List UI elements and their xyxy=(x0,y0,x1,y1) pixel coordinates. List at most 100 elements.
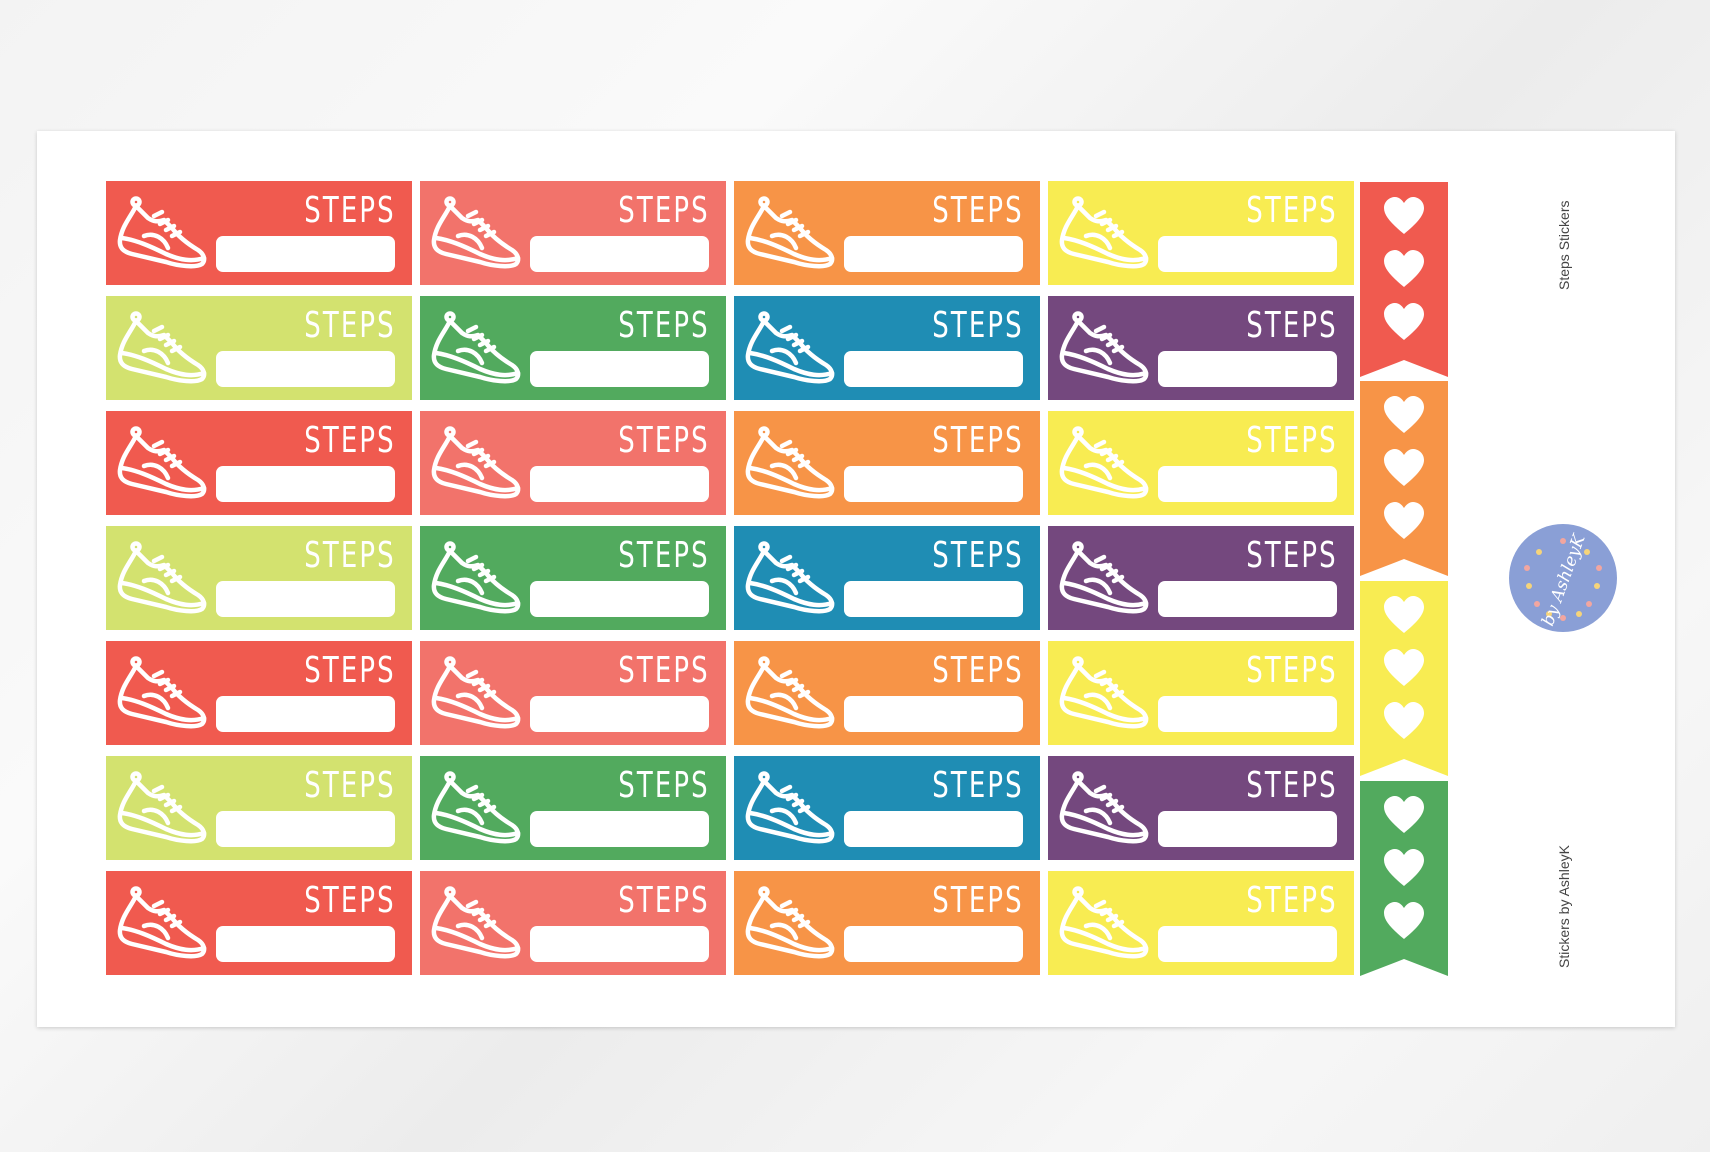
steps-sticker: STEPS xyxy=(106,756,412,860)
steps-write-in-box xyxy=(1158,811,1337,847)
steps-sticker: STEPS xyxy=(420,181,726,285)
sneaker-icon xyxy=(1059,771,1149,844)
steps-write-in-box xyxy=(216,581,395,617)
sticker-label: STEPS xyxy=(618,765,710,806)
steps-sticker: STEPS xyxy=(106,526,412,630)
sticker-label: STEPS xyxy=(304,650,396,691)
steps-sticker: STEPS xyxy=(734,526,1040,630)
sneaker-icon xyxy=(117,311,207,384)
steps-write-in-box xyxy=(530,696,709,732)
steps-sticker: STEPS xyxy=(1048,641,1354,745)
steps-write-in-box xyxy=(530,926,709,962)
sticker-label: STEPS xyxy=(304,420,396,461)
sneaker-icon xyxy=(117,886,207,959)
sticker-label: STEPS xyxy=(618,305,710,346)
steps-sticker: STEPS xyxy=(420,526,726,630)
steps-sticker: STEPS xyxy=(106,871,412,975)
steps-write-in-box xyxy=(530,581,709,617)
sticker-label: STEPS xyxy=(932,650,1024,691)
sticker-label: STEPS xyxy=(618,190,710,231)
sticker-label: STEPS xyxy=(304,880,396,921)
sticker-label: STEPS xyxy=(932,190,1024,231)
sticker-label: STEPS xyxy=(1246,765,1338,806)
sticker-label: STEPS xyxy=(1246,190,1338,231)
steps-write-in-box xyxy=(530,811,709,847)
sneaker-icon xyxy=(431,656,521,729)
sticker-label: STEPS xyxy=(618,535,710,576)
steps-write-in-box xyxy=(1158,696,1337,732)
steps-write-in-box xyxy=(844,811,1023,847)
heart-icon xyxy=(1382,302,1426,342)
sneaker-icon xyxy=(745,886,835,959)
sneaker-icon xyxy=(745,771,835,844)
sticker-label: STEPS xyxy=(1246,535,1338,576)
heart-icon xyxy=(1382,196,1426,236)
sneaker-icon xyxy=(745,311,835,384)
heart-icon xyxy=(1382,501,1426,541)
sneaker-icon xyxy=(431,886,521,959)
steps-sticker: STEPS xyxy=(1048,756,1354,860)
steps-sticker: STEPS xyxy=(106,296,412,400)
sticker-label: STEPS xyxy=(932,305,1024,346)
steps-write-in-box xyxy=(844,236,1023,272)
sticker-label: STEPS xyxy=(304,190,396,231)
heart-icon xyxy=(1382,795,1426,835)
steps-sticker: STEPS xyxy=(1048,411,1354,515)
heart-banner-flag xyxy=(1360,182,1448,377)
steps-sticker: STEPS xyxy=(734,756,1040,860)
steps-write-in-box xyxy=(530,351,709,387)
sneaker-icon xyxy=(745,196,835,269)
sticker-label: STEPS xyxy=(1246,650,1338,691)
steps-write-in-box xyxy=(216,351,395,387)
ashleyk-logo: by AshleyK xyxy=(1509,524,1617,632)
heart-banner-flag xyxy=(1360,381,1448,576)
sheet-credit: Stickers by AshleyK xyxy=(1556,845,1572,968)
steps-write-in-box xyxy=(844,581,1023,617)
steps-sticker: STEPS xyxy=(106,411,412,515)
heart-icon xyxy=(1382,249,1426,289)
logo-text: by AshleyK xyxy=(1538,531,1590,629)
heart-icon xyxy=(1382,701,1426,741)
steps-sticker: STEPS xyxy=(420,411,726,515)
sneaker-icon xyxy=(117,656,207,729)
steps-sticker: STEPS xyxy=(734,181,1040,285)
sticker-label: STEPS xyxy=(618,880,710,921)
steps-sticker: STEPS xyxy=(1048,871,1354,975)
steps-sticker: STEPS xyxy=(420,296,726,400)
sneaker-icon xyxy=(117,541,207,614)
sneaker-icon xyxy=(1059,311,1149,384)
steps-sticker: STEPS xyxy=(106,181,412,285)
steps-write-in-box xyxy=(844,696,1023,732)
sticker-label: STEPS xyxy=(1246,880,1338,921)
sneaker-icon xyxy=(431,771,521,844)
steps-write-in-box xyxy=(216,466,395,502)
heart-banner-flag xyxy=(1360,781,1448,976)
heart-icon xyxy=(1382,648,1426,688)
sticker-label: STEPS xyxy=(1246,420,1338,461)
sneaker-icon xyxy=(117,426,207,499)
steps-write-in-box xyxy=(216,236,395,272)
heart-icon xyxy=(1382,395,1426,435)
sticker-label: STEPS xyxy=(618,420,710,461)
steps-sticker: STEPS xyxy=(420,641,726,745)
steps-write-in-box xyxy=(530,466,709,502)
sticker-label: STEPS xyxy=(304,305,396,346)
logo-badge-icon: by AshleyK xyxy=(1524,531,1602,629)
sticker-label: STEPS xyxy=(932,880,1024,921)
sneaker-icon xyxy=(1059,886,1149,959)
sticker-label: STEPS xyxy=(932,420,1024,461)
steps-sticker: STEPS xyxy=(1048,181,1354,285)
heart-banner-flag xyxy=(1360,581,1448,776)
heart-icon xyxy=(1382,848,1426,888)
sneaker-icon xyxy=(431,541,521,614)
sneaker-icon xyxy=(745,656,835,729)
steps-write-in-box xyxy=(1158,466,1337,502)
steps-write-in-box xyxy=(1158,581,1337,617)
sticker-label: STEPS xyxy=(618,650,710,691)
sneaker-icon xyxy=(745,541,835,614)
sticker-label: STEPS xyxy=(304,765,396,806)
steps-write-in-box xyxy=(844,466,1023,502)
sneaker-icon xyxy=(431,196,521,269)
sneaker-icon xyxy=(431,311,521,384)
sticker-label: STEPS xyxy=(304,535,396,576)
